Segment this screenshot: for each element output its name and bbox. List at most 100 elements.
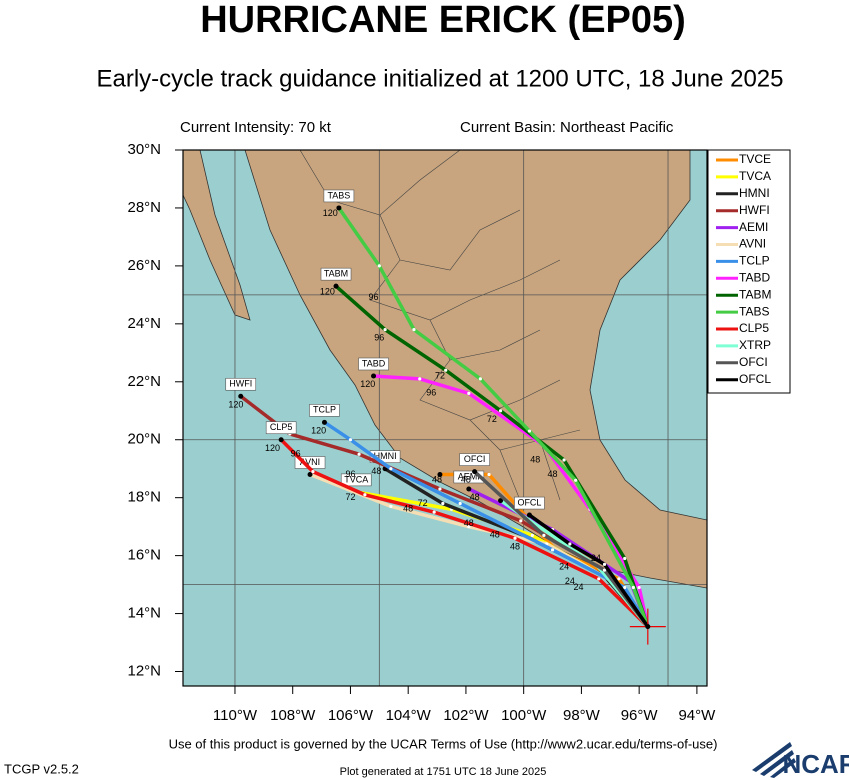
legend-label: HMNI: [739, 186, 770, 200]
hour-label: 96: [374, 333, 384, 343]
hour-label: 120: [228, 399, 243, 409]
track-point: [562, 458, 566, 462]
track-label: TABM: [324, 269, 348, 279]
track-point: [478, 377, 482, 381]
track-label-box: [514, 496, 545, 510]
track-point: [363, 493, 367, 497]
legend-label: TABD: [739, 270, 770, 284]
land: [244, 150, 707, 589]
hour-label: 48: [530, 454, 540, 464]
y-tick-label: 22°N: [127, 373, 161, 390]
hour-label: 96: [345, 469, 355, 479]
track-point: [519, 519, 523, 523]
legend-label: CLP5: [739, 321, 769, 335]
x-tick-label: 96°W: [621, 707, 659, 724]
track-point: [377, 264, 381, 268]
legend-label: TCLP: [739, 254, 770, 268]
track-point: [389, 467, 393, 471]
legend-label: AEMI: [739, 220, 768, 234]
terms: Use of this product is governed by the U…: [169, 736, 718, 751]
track-point: [466, 486, 472, 492]
track-point: [444, 368, 448, 372]
hour-label: 48: [432, 475, 442, 485]
track-point: [527, 429, 532, 433]
generated: Plot generated at 1751 UTC 18 June 2025: [340, 766, 547, 778]
track-label-box: [320, 267, 352, 281]
x-tick-label: 104°W: [386, 707, 432, 724]
track-point: [637, 585, 641, 590]
x-tick-label: 100°W: [501, 707, 547, 724]
frame: [182, 149, 708, 687]
track-point: [458, 501, 462, 506]
y-tick-label: 26°N: [127, 257, 161, 274]
track-label-box: [358, 357, 389, 371]
hour-label: 48: [461, 475, 471, 485]
track-point: [437, 471, 443, 477]
track-point: [498, 409, 503, 413]
hour-label: 24: [591, 553, 601, 563]
track-point: [542, 533, 546, 537]
subtitle: Early-cycle track guidance initialized a…: [96, 65, 783, 92]
track-point: [467, 391, 471, 395]
track-point: [371, 373, 377, 379]
hour-label: 24: [574, 582, 584, 592]
map: TVCA HMNI HWFI AEMI AVNI TCLP TABD TABM TABS CLP5…: [183, 150, 707, 686]
hour-label: 72: [418, 498, 428, 508]
track-label: TABS: [327, 190, 350, 200]
hour-label: 48: [548, 469, 558, 479]
logo: NCAR: [782, 749, 849, 779]
hour-label: 120: [323, 208, 338, 218]
track-point: [418, 377, 422, 381]
hour-label: 48: [371, 466, 381, 476]
track-point: [568, 542, 572, 546]
logo-stripes: [752, 742, 796, 778]
track-point: [357, 452, 361, 456]
track-point: [623, 585, 627, 590]
track-label: TVCA: [344, 474, 368, 484]
hour-label: 120: [320, 286, 335, 296]
track-point: [348, 438, 353, 442]
y-tick-label: 20°N: [127, 431, 161, 448]
legend-label: OFCI: [739, 355, 768, 369]
hour-label: 48: [470, 492, 480, 502]
track-point: [438, 487, 442, 491]
baja: [183, 150, 251, 321]
track-point: [530, 533, 534, 537]
track-point: [389, 504, 393, 508]
track-point: [467, 525, 471, 529]
y-tick-label: 18°N: [127, 489, 161, 506]
track-point: [631, 585, 635, 590]
track-line: [337, 206, 650, 628]
x-tick-label: 98°W: [563, 707, 601, 724]
track-point: [441, 501, 445, 506]
legend: TVCE TVCA HMNI HWFI AEMI AVNI TCLP TABD TABM TABS…: [707, 149, 791, 394]
hour-label: 96: [426, 388, 436, 398]
y-tick-label: 12°N: [127, 662, 161, 679]
track-point: [383, 328, 387, 332]
track-point: [574, 478, 578, 482]
x-tick-label: 106°W: [328, 707, 374, 724]
legend-label: TABM: [739, 287, 771, 301]
y-tick-label: 24°N: [127, 315, 161, 332]
y-tick-label: 14°N: [127, 605, 161, 622]
legend-label: XTRP: [739, 338, 771, 352]
hour-label: 72: [487, 414, 497, 424]
tracks: TVCA HMNI HWFI AEMI AVNI TCLP TABD TABM TABS CLP5…: [225, 189, 666, 645]
hour-label: 24: [559, 562, 569, 572]
track-label: HWFI: [229, 379, 252, 389]
track-point: [311, 470, 315, 474]
track-label: HMNI: [374, 451, 397, 461]
track-point: [336, 205, 342, 211]
y-tick-label: 28°N: [127, 199, 161, 216]
track-label: AVNI: [300, 457, 320, 467]
legend-label: TABS: [739, 304, 769, 318]
legend-label: TVCE: [739, 152, 771, 166]
x-tick-label: 108°W: [270, 707, 316, 724]
x-tick-label: 110°W: [213, 707, 258, 724]
legend-label: OFCL: [739, 372, 771, 386]
track-point: [487, 472, 491, 477]
track-point: [333, 283, 339, 289]
hour-label: 120: [265, 443, 280, 453]
track-label: TABD: [362, 358, 386, 368]
